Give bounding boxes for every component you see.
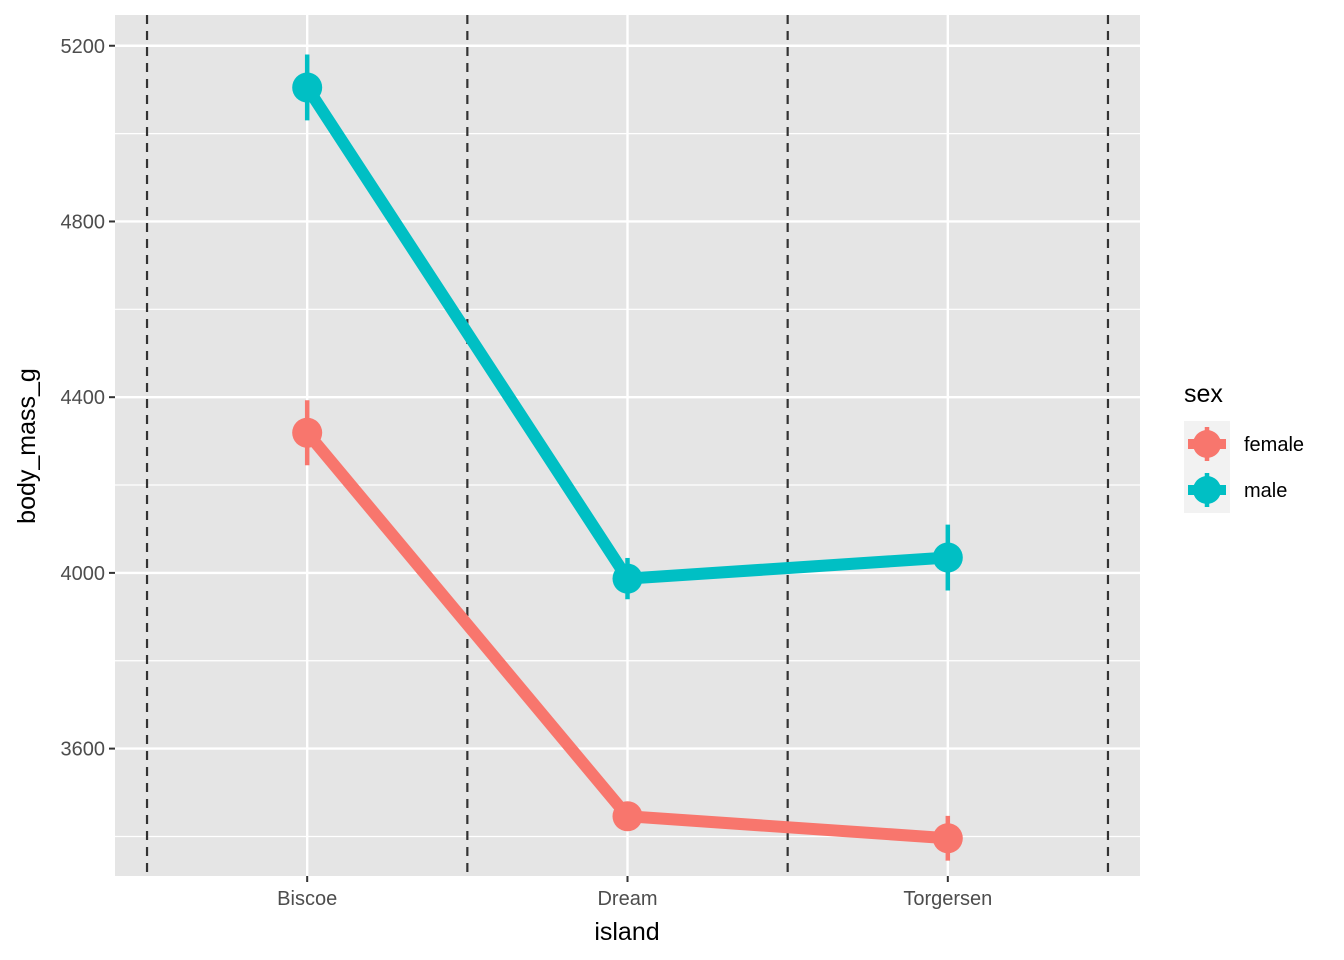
x-tick-label: Torgersen — [903, 888, 992, 910]
x-tick-label: Dream — [597, 888, 657, 910]
data-point-male — [612, 563, 643, 594]
data-point-female — [292, 417, 323, 448]
x-axis-title: island — [594, 918, 659, 946]
legend-title: sex — [1184, 380, 1223, 408]
y-tick-label: 4800 — [61, 211, 106, 233]
y-tick-label: 3600 — [61, 739, 106, 761]
y-tick-label: 4000 — [61, 563, 106, 585]
data-point-female — [932, 823, 963, 854]
x-axis: Biscoe Dream Torgersen — [277, 876, 992, 910]
x-tick-label: Biscoe — [277, 888, 337, 910]
y-tick-label: 4400 — [61, 387, 106, 409]
data-point-female — [612, 801, 643, 832]
y-axis: 3600 4000 4400 4800 5200 — [61, 36, 115, 761]
legend-key-point — [1193, 430, 1221, 458]
legend-label: female — [1244, 434, 1304, 456]
legend-key-point — [1193, 476, 1221, 504]
data-point-male — [932, 542, 963, 573]
y-tick-label: 5200 — [61, 36, 106, 58]
data-point-male — [292, 72, 323, 103]
series-layer — [292, 54, 963, 861]
legend-label: male — [1244, 480, 1287, 502]
legend: sex female male — [1184, 380, 1304, 513]
y-axis-title: body_mass_g — [13, 368, 41, 524]
